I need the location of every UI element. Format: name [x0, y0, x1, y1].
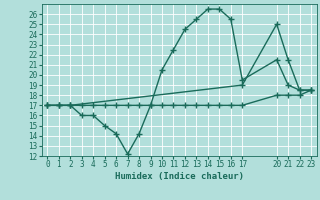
- X-axis label: Humidex (Indice chaleur): Humidex (Indice chaleur): [115, 172, 244, 181]
